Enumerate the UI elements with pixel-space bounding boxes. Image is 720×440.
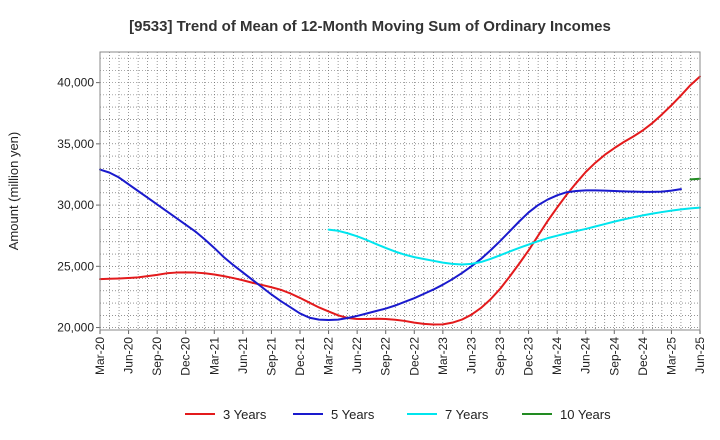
x-tick-label: Mar-25	[664, 337, 678, 375]
x-tick-label: Sep-24	[607, 337, 621, 376]
x-tick-label: Jun-21	[236, 337, 250, 374]
x-tick-label: Jun-23	[464, 337, 478, 374]
y-tick-label: 35,000	[57, 137, 94, 151]
series-lines	[99, 75, 701, 326]
legend-label-10-years: 10 Years	[560, 407, 611, 422]
series-line-10-years	[689, 177, 701, 181]
x-tick-label: Mar-22	[322, 337, 336, 375]
y-tick-label: 25,000	[57, 259, 94, 273]
y-tick-label: 40,000	[57, 76, 94, 90]
x-tick-label: Mar-23	[436, 337, 450, 375]
x-tick-label: Dec-22	[407, 337, 421, 376]
x-tick-label: Mar-24	[550, 337, 564, 375]
x-tick-label: Dec-20	[179, 337, 193, 376]
plot-frame	[99, 51, 701, 331]
x-tick-label: Jun-24	[579, 337, 593, 374]
legend-label-3-years: 3 Years	[223, 407, 267, 422]
series-line-7-years	[327, 206, 701, 266]
x-tick-label: Dec-23	[522, 337, 536, 376]
legend-label-7-years: 7 Years	[445, 407, 489, 422]
x-tick-label: Jun-22	[350, 337, 364, 374]
x-tick-label: Mar-20	[93, 337, 107, 375]
series-line-5-years	[99, 168, 682, 321]
x-tick-label: Mar-21	[207, 337, 221, 375]
y-axis-ticks: 20,000 25,000 30,000 35,000 40,000	[57, 76, 100, 335]
y-axis-label: Amount (million yen)	[6, 132, 21, 251]
x-tick-label: Sep-23	[493, 337, 507, 376]
x-tick-label: Dec-24	[636, 337, 650, 376]
legend: 3 Years 5 Years 7 Years 10 Years	[185, 407, 611, 422]
x-tick-label: Sep-21	[264, 337, 278, 376]
x-axis-ticks: Mar-20 Jun-20 Sep-20 Dec-20 Mar-21 Jun-21 Sep-…	[93, 330, 707, 376]
series-line-3-years	[99, 75, 701, 326]
x-tick-label: Sep-20	[150, 337, 164, 376]
x-tick-label: Jun-20	[122, 337, 136, 374]
y-tick-label: 30,000	[57, 198, 94, 212]
chart-title: [9533] Trend of Mean of 12-Month Moving …	[129, 18, 611, 35]
x-tick-label: Jun-25	[693, 337, 707, 374]
x-tick-label: Dec-21	[293, 337, 307, 376]
y-tick-label: 20,000	[57, 321, 94, 335]
x-tick-label: Sep-22	[379, 337, 393, 376]
legend-label-5-years: 5 Years	[331, 407, 375, 422]
